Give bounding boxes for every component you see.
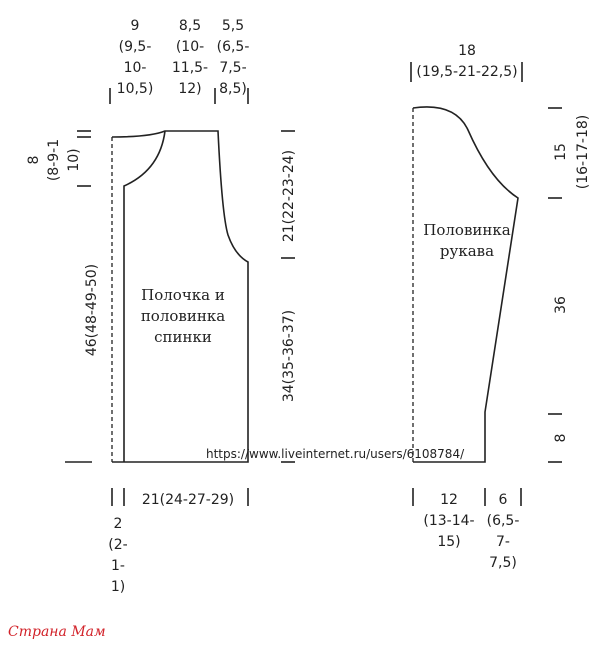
sleeve-top: 18	[458, 43, 476, 59]
dimension-bars	[65, 62, 562, 506]
sleeve-bottom: 12	[440, 492, 458, 508]
cuff-height: 8	[553, 434, 569, 443]
sleeve-edge: (6,5-	[487, 513, 520, 529]
cap-height: (16-17-18)	[575, 115, 591, 189]
front-shape	[111, 130, 249, 463]
top-width: (9,5-	[119, 39, 152, 55]
top-width: 12)	[178, 81, 201, 97]
bottom-width: 21(24-27-29)	[142, 492, 234, 508]
sleeve-label: Половинка	[423, 221, 510, 239]
neck-depth: 10)	[66, 148, 82, 171]
top-width: (10-	[176, 39, 204, 55]
sleeve-top: (19,5-21-22,5)	[416, 64, 517, 80]
edge-width: 1-	[111, 558, 125, 574]
top-width: 10-	[124, 60, 147, 76]
neck-depth: 8	[26, 156, 42, 165]
edge-width: 2	[114, 516, 123, 532]
top-width: 11,5-	[172, 60, 208, 76]
neck-depth: (8-9-1	[46, 139, 62, 181]
total-height: 46(48-49-50)	[84, 264, 100, 356]
neck-line	[123, 130, 166, 462]
sleeve-edge: 7-	[496, 534, 510, 550]
labels: 9 (9,5- 10- 10,5) 8,5 (10- 11,5- 12) 5,5 (6,5- 7,5…	[26, 18, 591, 595]
top-width: 8,5)	[219, 81, 247, 97]
sleeve-edge: 6	[499, 492, 508, 508]
sleeve-edge: 7,5)	[489, 555, 517, 571]
cap-height: 15	[553, 143, 569, 161]
top-width: (6,5-	[217, 39, 250, 55]
top-width: 7,5-	[219, 60, 246, 76]
top-width: 5,5	[222, 18, 244, 34]
front-label: спинки	[154, 328, 212, 346]
sleeve-bottom: (13-14-	[423, 513, 474, 529]
top-width: 8,5	[179, 18, 201, 34]
logo: Страна Мам	[8, 624, 106, 640]
side-height: 34(35-36-37)	[281, 310, 297, 402]
edge-width: 1)	[111, 579, 125, 595]
edge-width: (2-	[108, 537, 127, 553]
front-label: половинка	[141, 307, 225, 325]
front-label: Полочка и	[141, 286, 225, 304]
top-width: 10,5)	[117, 81, 154, 97]
front-outline	[111, 130, 249, 463]
top-width: 9	[131, 18, 140, 34]
sleeve-bottom: 15)	[437, 534, 460, 550]
sleeve-outline	[412, 106, 519, 463]
sleeve-shape	[412, 106, 519, 463]
sleeve-length: 36	[553, 296, 569, 314]
armhole-height: 21(22-23-24)	[281, 150, 297, 242]
sleeve-label: рукава	[440, 242, 494, 260]
source-url: https://www.liveinternet.ru/users/610878…	[206, 447, 465, 461]
